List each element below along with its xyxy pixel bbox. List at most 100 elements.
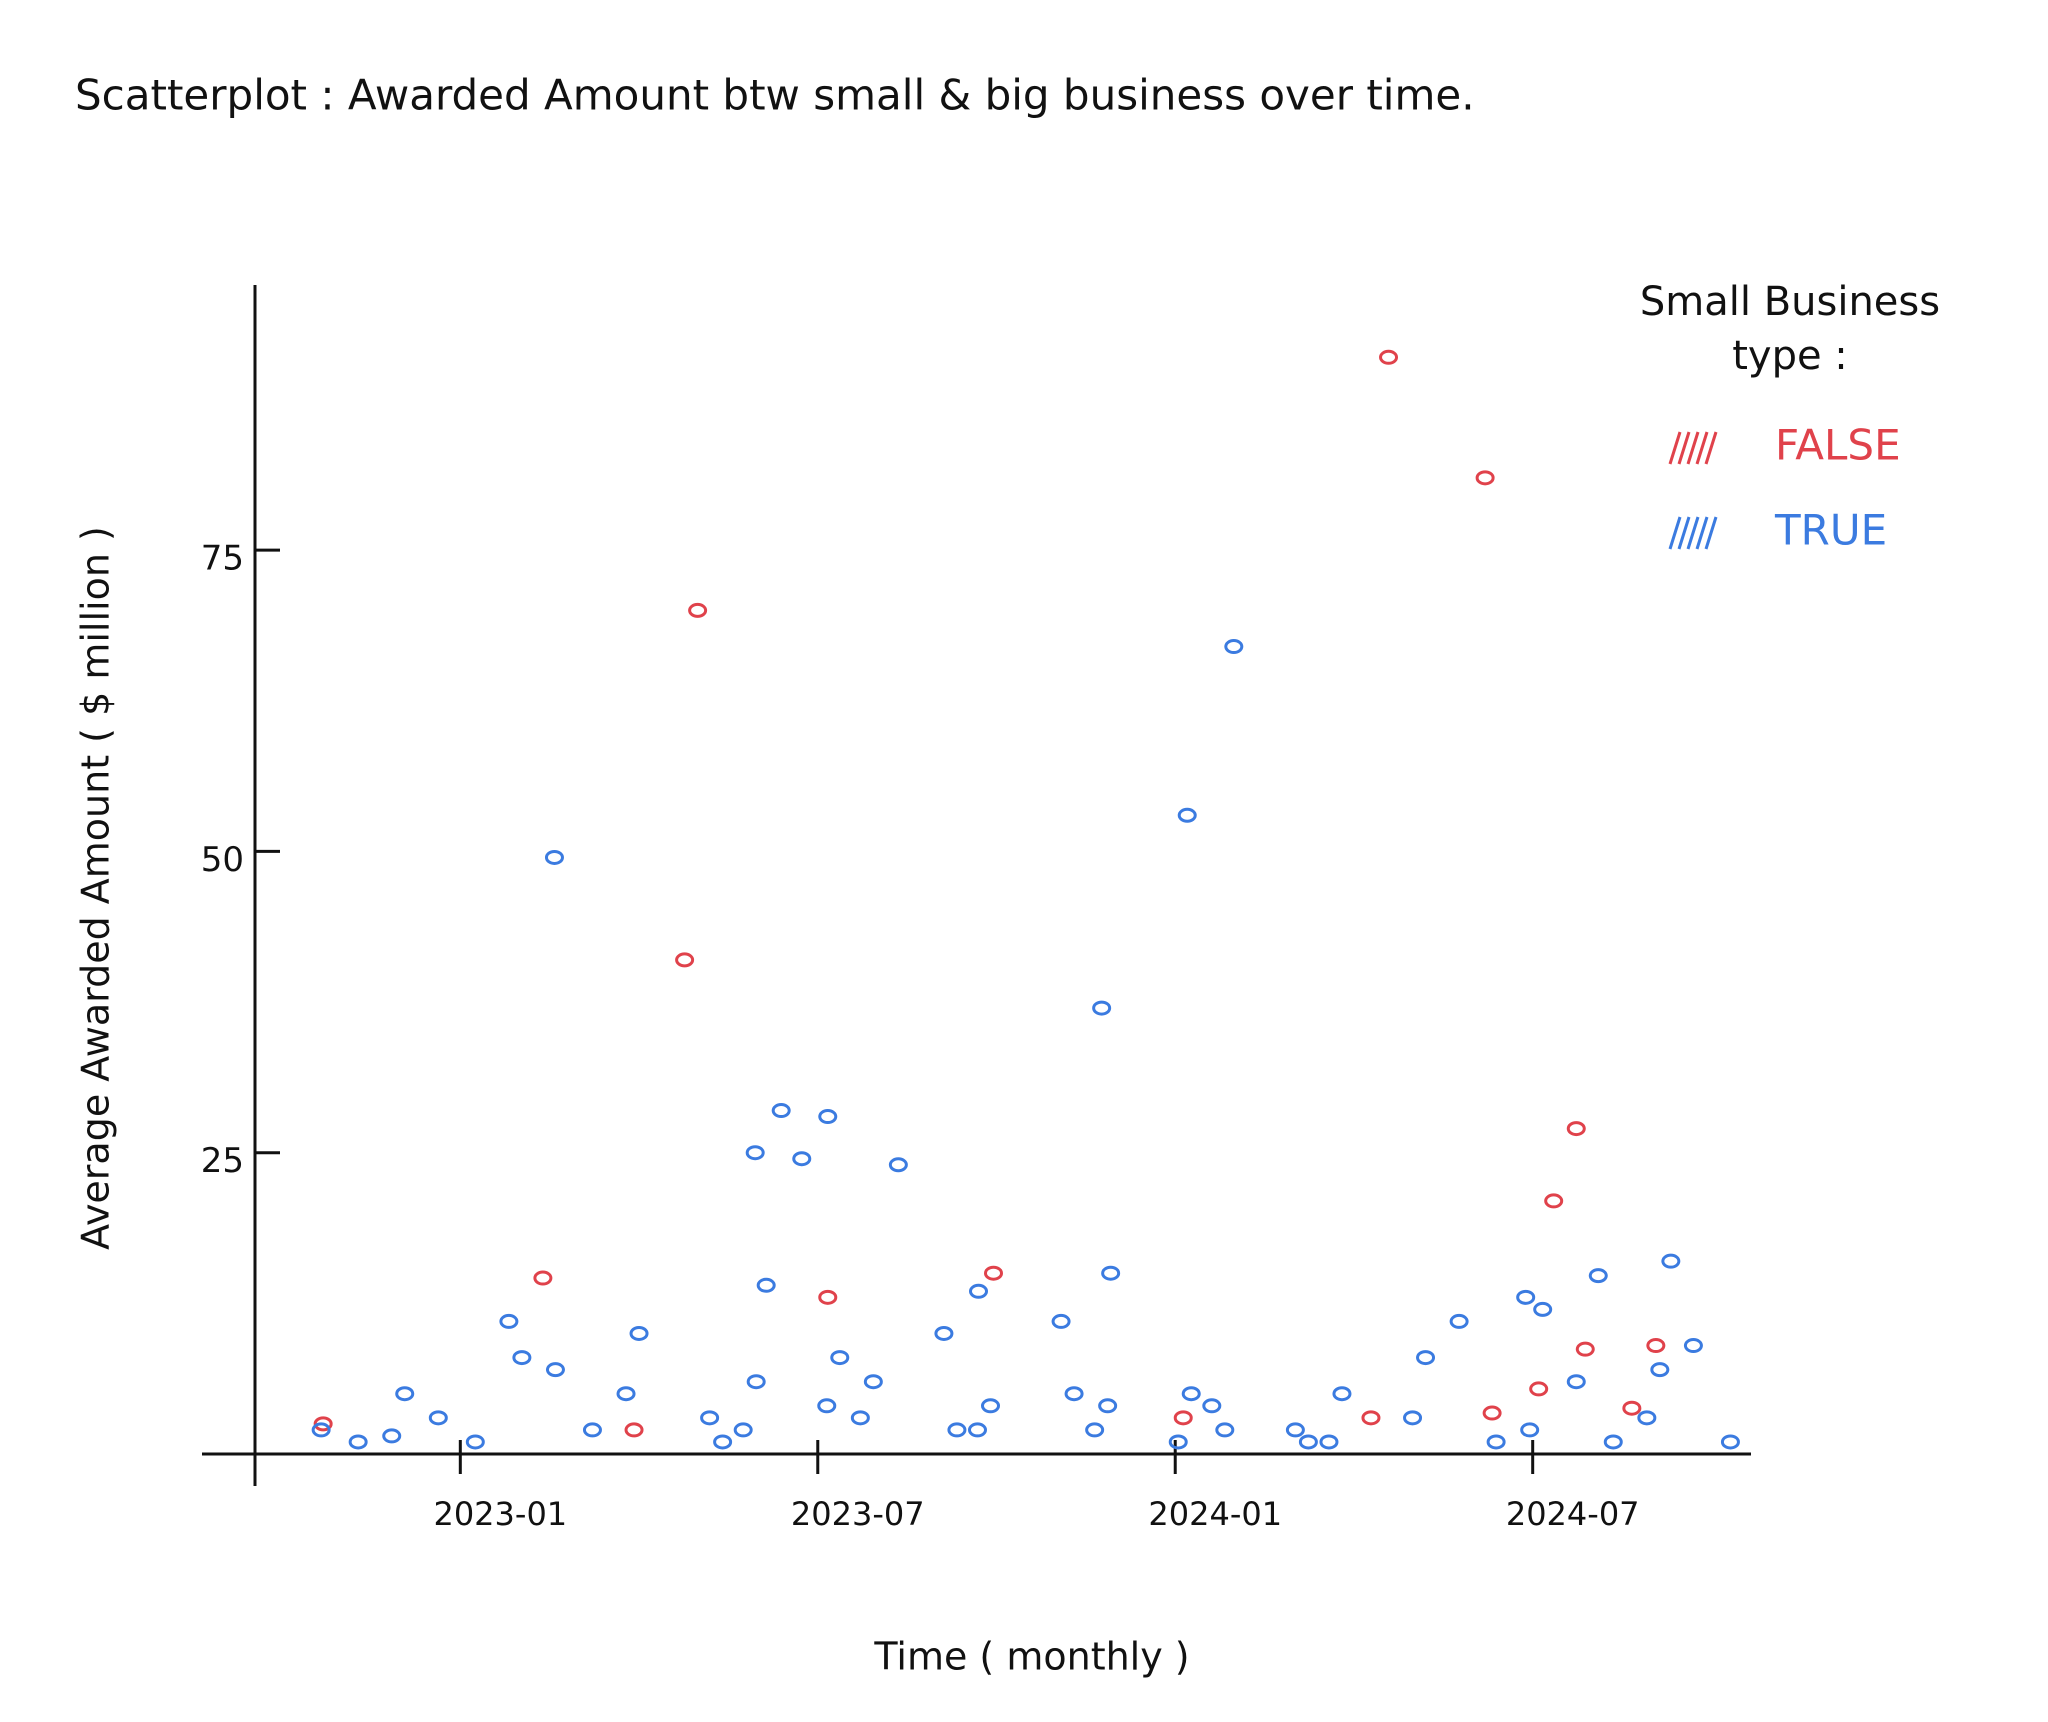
legend-title: Small Business type :: [1639, 279, 1941, 379]
point: [1403, 1410, 1423, 1426]
point: [1332, 1386, 1352, 1402]
point: [934, 1325, 954, 1341]
point: [1051, 1313, 1071, 1329]
point: [1298, 1434, 1318, 1450]
point: [1661, 1253, 1681, 1269]
point: [1224, 639, 1244, 655]
y-tick-label: 75: [201, 539, 244, 579]
legend-swatch: [1686, 431, 1700, 465]
point: [624, 1422, 644, 1438]
point: [1482, 1405, 1502, 1421]
chart-title: Scatterplot : Awarded Amount btw small &…: [75, 71, 1475, 120]
point: [1637, 1410, 1657, 1426]
point: [533, 1270, 553, 1286]
legend-swatch: [1677, 431, 1691, 465]
point: [545, 1362, 565, 1378]
point: [582, 1422, 602, 1438]
point: [544, 849, 564, 865]
point: [700, 1410, 720, 1426]
point: [348, 1434, 368, 1450]
point: [499, 1313, 519, 1329]
point: [969, 1283, 988, 1299]
x-tick-label: 2023-01: [433, 1495, 567, 1533]
point: [792, 1151, 812, 1167]
point: [1101, 1265, 1121, 1281]
legend-swatch: [1668, 431, 1682, 465]
point: [1650, 1362, 1670, 1378]
x-tick-label: 2024-01: [1148, 1495, 1282, 1533]
point: [947, 1422, 967, 1438]
legend-swatch: [1704, 516, 1718, 550]
point: [968, 1422, 987, 1438]
point: [1379, 349, 1399, 365]
point: [1416, 1350, 1436, 1366]
point: [512, 1350, 532, 1366]
point: [675, 952, 695, 968]
point: [1215, 1422, 1235, 1438]
point: [1177, 807, 1197, 823]
point: [713, 1434, 733, 1450]
legend-label: TRUE: [1774, 506, 1887, 555]
point: [1173, 1410, 1193, 1426]
x-axis-label: Time ( monthly ): [873, 1635, 1189, 1679]
point: [1085, 1422, 1105, 1438]
point: [850, 1410, 870, 1426]
point: [1319, 1434, 1339, 1450]
point: [1475, 470, 1495, 486]
point: [1720, 1434, 1740, 1450]
point: [771, 1103, 791, 1119]
legend-swatch: [1695, 516, 1709, 550]
point: [1486, 1434, 1506, 1450]
point: [1529, 1381, 1549, 1397]
point: [818, 1289, 838, 1305]
point: [1168, 1434, 1188, 1450]
point: [1520, 1422, 1540, 1438]
point: [1566, 1121, 1586, 1137]
point: [688, 602, 708, 618]
y-axis-label: Average Awarded Amount ( $ million ): [74, 526, 118, 1250]
point: [1588, 1268, 1608, 1284]
point: [1603, 1434, 1623, 1450]
point: [1098, 1398, 1118, 1414]
point: [1575, 1341, 1595, 1357]
point: [1285, 1422, 1305, 1438]
point: [629, 1325, 649, 1341]
point: [1646, 1338, 1666, 1354]
point: [616, 1386, 636, 1402]
point: [888, 1157, 908, 1173]
point: [863, 1374, 883, 1390]
point: [981, 1398, 1000, 1414]
legend-swatch: [1677, 516, 1691, 550]
y-tick-label: 50: [201, 840, 244, 880]
legend-swatch: [1668, 516, 1682, 550]
point: [1533, 1301, 1553, 1317]
point: [1683, 1338, 1703, 1354]
point: [1064, 1386, 1084, 1402]
x-tick-label: 2023-07: [791, 1495, 925, 1533]
point: [733, 1422, 753, 1438]
legend-swatch: [1695, 431, 1709, 465]
x-tick-label: 2024-07: [1506, 1495, 1640, 1533]
point: [465, 1434, 485, 1450]
point: [1449, 1313, 1469, 1329]
point: [830, 1350, 850, 1366]
point: [1544, 1193, 1564, 1209]
point: [1181, 1386, 1201, 1402]
point: [1622, 1400, 1642, 1416]
y-tick-label: 25: [201, 1141, 244, 1181]
point: [818, 1109, 838, 1125]
point: [1092, 1000, 1112, 1016]
point: [313, 1416, 333, 1432]
point: [428, 1410, 448, 1426]
point: [745, 1145, 765, 1161]
point: [382, 1428, 402, 1444]
legend-swatch: [1686, 516, 1700, 550]
point: [395, 1386, 415, 1402]
point: [817, 1398, 837, 1414]
point: [756, 1277, 776, 1293]
point: [1566, 1374, 1586, 1390]
point: [1202, 1398, 1222, 1414]
legend-swatch: [1704, 431, 1718, 465]
